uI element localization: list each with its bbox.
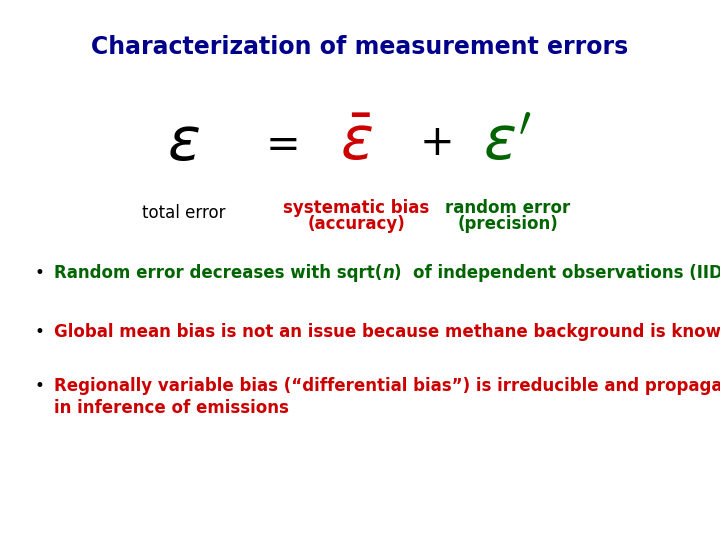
- Text: Regionally variable bias (“differential bias”) is irreducible and propagates to : Regionally variable bias (“differential …: [54, 377, 720, 395]
- Text: (precision): (precision): [457, 215, 558, 233]
- Text: •: •: [35, 264, 45, 282]
- Text: Random error decreases with sqrt(: Random error decreases with sqrt(: [54, 264, 382, 282]
- Text: systematic bias: systematic bias: [283, 199, 430, 217]
- Text: $+$: $+$: [420, 122, 451, 164]
- Text: $\varepsilon'$: $\varepsilon'$: [483, 113, 532, 173]
- Text: Global mean bias is not an issue because methane background is known: Global mean bias is not an issue because…: [54, 323, 720, 341]
- Text: (accuracy): (accuracy): [307, 215, 405, 233]
- Text: $=$: $=$: [257, 122, 297, 164]
- Text: in inference of emissions: in inference of emissions: [54, 399, 289, 417]
- Text: •: •: [35, 323, 45, 341]
- Text: )  of independent observations (IID condition): ) of independent observations (IID condi…: [394, 264, 720, 282]
- Text: random error: random error: [445, 199, 570, 217]
- Text: total error: total error: [142, 204, 225, 222]
- Text: $\varepsilon$: $\varepsilon$: [167, 113, 200, 173]
- Text: •: •: [35, 377, 45, 395]
- Text: $\bar{\varepsilon}$: $\bar{\varepsilon}$: [340, 113, 373, 173]
- Text: Characterization of measurement errors: Characterization of measurement errors: [91, 35, 629, 59]
- Text: n: n: [382, 264, 394, 282]
